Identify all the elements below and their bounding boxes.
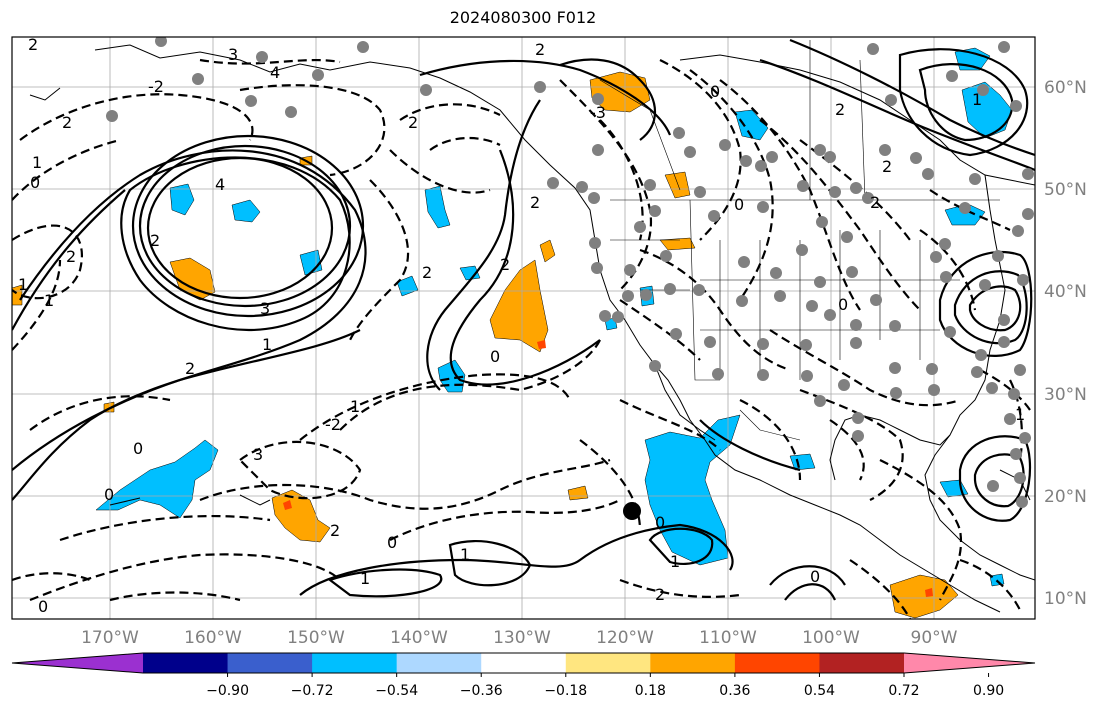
contour-label: 2: [330, 521, 340, 540]
contour-label: 2: [62, 113, 72, 132]
lat-label: 10°N: [1044, 589, 1087, 609]
longitude-labels: 170°W 160°W 150°W 140°W 130°W 120°W 110°…: [81, 628, 958, 648]
contour-label: 4: [270, 63, 280, 82]
contour-label: 2: [66, 247, 76, 266]
contour-label: 2: [530, 193, 540, 212]
lat-label: 50°N: [1044, 180, 1087, 200]
lon-label: 140°W: [390, 628, 448, 648]
colorbar-segment: [819, 653, 905, 673]
lat-label: 30°N: [1044, 385, 1087, 405]
contour-label: 1: [350, 397, 360, 416]
lon-label: 160°W: [184, 628, 242, 648]
colorbar-segment: [396, 653, 482, 673]
lon-label: 90°W: [911, 628, 958, 648]
contour-label: 2: [500, 255, 510, 274]
map-border: [11, 36, 1036, 620]
colorbar-tick-label: 0.18: [635, 683, 666, 699]
contour-label: 0: [104, 485, 114, 504]
coastlines: [29, 44, 1035, 613]
colorbar-segment: [565, 653, 651, 673]
contour-label: 1: [1015, 405, 1025, 424]
contour-label: 2: [835, 100, 845, 119]
contour-label: 0: [710, 82, 720, 101]
contour-label: 3: [228, 45, 238, 64]
storm-center-marker: [623, 502, 641, 520]
colorbar-segment: [734, 653, 820, 673]
contour-label: 2: [185, 359, 195, 378]
colorbar-tick-label: 0.54: [804, 683, 835, 699]
lon-label: 150°W: [287, 628, 345, 648]
colorbar-segment: [143, 653, 229, 673]
solid-contours: [12, 38, 1035, 601]
contour-label: 2: [422, 263, 432, 282]
contour-label: 2: [408, 113, 418, 132]
lat-label: 40°N: [1044, 282, 1087, 302]
contour-label: -2: [148, 77, 164, 96]
contour-label: 0: [30, 173, 40, 192]
colorbar-tick-label: −0.72: [291, 683, 334, 699]
contour-label: 0: [838, 295, 848, 314]
contour-label: 3: [253, 445, 263, 464]
contour-label: 1: [262, 335, 272, 354]
contour-label: 1: [670, 552, 680, 571]
contour-label: 0: [387, 533, 397, 552]
contour-label: 4: [215, 175, 225, 194]
colorbar-tick-label: −0.18: [544, 683, 587, 699]
lon-label: 120°W: [596, 628, 654, 648]
contour-label: 0: [38, 597, 48, 616]
contour-label: 0: [734, 195, 744, 214]
colorbar-outline: [11, 652, 1036, 674]
contour-label: 3: [260, 299, 270, 318]
contour-label: 2: [28, 35, 38, 54]
positive-shading: [12, 71, 959, 619]
contour-label: 1: [972, 90, 982, 109]
contour-label: 1: [32, 153, 42, 172]
contour-label: 2: [535, 40, 545, 59]
colorbar-extend-min: [12, 653, 143, 673]
colorbar-tick-label: −0.90: [206, 683, 249, 699]
contour-label: 0: [655, 513, 665, 532]
contour-label: 0: [810, 567, 820, 586]
contour-label: 2: [882, 157, 892, 176]
lon-label: 130°W: [493, 628, 551, 648]
lon-label: 170°W: [81, 628, 139, 648]
contour-label: 1: [460, 545, 470, 564]
lat-label: 20°N: [1044, 487, 1087, 507]
contour-label: 0: [490, 347, 500, 366]
colorbar: −0.90 −0.72 −0.54 −0.36 −0.18 0.18 0.36 0.54 0.7…: [11, 652, 1036, 699]
colorbar-tick-label: 0.72: [888, 683, 919, 699]
colorbar-extend-max: [904, 653, 1035, 673]
contour-label: -3: [590, 103, 606, 122]
map-title: 2024080300 F012: [449, 8, 597, 27]
lon-label: 110°W: [699, 628, 757, 648]
colorbar-segment: [227, 653, 313, 673]
lat-label: 60°N: [1044, 78, 1087, 98]
contour-label-group: 2 3 4 -2 2 0 1 4 2 3 1 2 1 0 2 1 2 2 2 0…: [18, 35, 1025, 616]
contour-label: 2: [150, 231, 160, 250]
colorbar-segment: [481, 653, 567, 673]
contour-label: 1: [18, 275, 28, 294]
latitude-labels: 60°N 50°N 40°N 30°N 20°N 10°N: [1044, 78, 1087, 609]
contour-label: 2: [870, 193, 880, 212]
colorbar-tick-label: 0.90: [973, 683, 1004, 699]
colorbar-tick-label: −0.36: [460, 683, 503, 699]
colorbar-tick-label: 0.36: [719, 683, 750, 699]
contour-label: 2: [655, 585, 665, 604]
contour-label: 1: [44, 291, 54, 310]
contour-label: 0: [133, 439, 143, 458]
contour-label: 1: [360, 569, 370, 588]
colorbar-segment: [312, 653, 398, 673]
colorbar-segment: [650, 653, 736, 673]
station-markers: [106, 37, 1034, 508]
contour-label: -2: [325, 415, 341, 434]
lon-label: 100°W: [802, 628, 860, 648]
colorbar-tick-label: −0.54: [375, 683, 418, 699]
strong-positive-shading: [283, 340, 933, 597]
